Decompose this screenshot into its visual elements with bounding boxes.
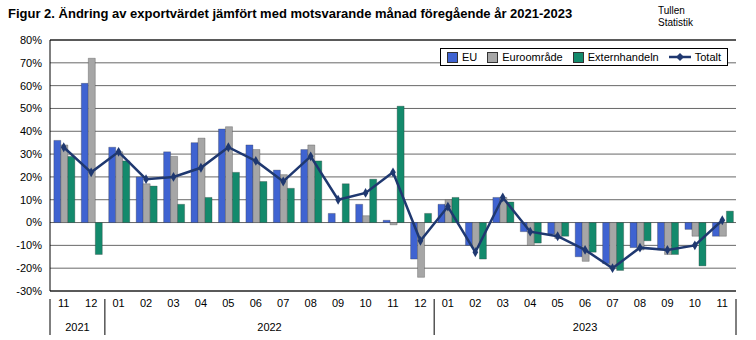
html-text:Statistik: Statistik bbox=[658, 17, 693, 28]
svg-text:04: 04 bbox=[195, 297, 207, 309]
svg-text:12: 12 bbox=[414, 297, 426, 309]
svg-text:02: 02 bbox=[140, 297, 152, 309]
svg-text:20%: 20% bbox=[20, 171, 42, 183]
svg-text:10: 10 bbox=[359, 297, 371, 309]
svg-text:50%: 50% bbox=[20, 102, 42, 114]
svg-text:08: 08 bbox=[305, 297, 317, 309]
svg-text:2023: 2023 bbox=[573, 321, 597, 333]
svg-text:2021: 2021 bbox=[65, 321, 89, 333]
svg-text:40%: 40% bbox=[20, 125, 42, 137]
svg-text:01: 01 bbox=[112, 297, 124, 309]
svg-text:09: 09 bbox=[332, 297, 344, 309]
svg-text:07: 07 bbox=[277, 297, 289, 309]
svg-text:-20%: -20% bbox=[16, 262, 42, 274]
svg-text:12: 12 bbox=[85, 297, 97, 309]
svg-text:-10%: -10% bbox=[16, 239, 42, 251]
svg-text:11: 11 bbox=[387, 297, 398, 309]
html-text:EU: EU bbox=[461, 51, 478, 63]
svg-text:11: 11 bbox=[58, 297, 69, 309]
svg-text:03: 03 bbox=[497, 297, 509, 309]
html-text:Totalt: Totalt bbox=[694, 51, 721, 63]
svg-text:09: 09 bbox=[661, 297, 673, 309]
svg-text:70%: 70% bbox=[20, 57, 42, 69]
html-text:Figur 2. Ändring av exportvärd: Figur 2. Ändring av exportvärdet jämfört… bbox=[8, 6, 573, 21]
svg-text:2022: 2022 bbox=[257, 321, 281, 333]
svg-text:01: 01 bbox=[442, 297, 454, 309]
svg-text:-30%: -30% bbox=[16, 285, 42, 297]
svg-text:03: 03 bbox=[167, 297, 179, 309]
svg-text:06: 06 bbox=[579, 297, 591, 309]
html-text:Tullen: Tullen bbox=[658, 5, 685, 16]
svg-text:10%: 10% bbox=[20, 194, 42, 206]
svg-text:02: 02 bbox=[469, 297, 481, 309]
svg-text:80%: 80% bbox=[20, 34, 42, 46]
svg-text:05: 05 bbox=[552, 297, 564, 309]
svg-text:07: 07 bbox=[606, 297, 618, 309]
svg-text:0%: 0% bbox=[26, 216, 42, 228]
svg-text:04: 04 bbox=[524, 297, 536, 309]
svg-text:10: 10 bbox=[689, 297, 701, 309]
svg-text:30%: 30% bbox=[20, 148, 42, 160]
svg-text:06: 06 bbox=[250, 297, 262, 309]
svg-text:11: 11 bbox=[717, 297, 728, 309]
svg-text:05: 05 bbox=[222, 297, 234, 309]
html-text:Externhandeln: Externhandeln bbox=[587, 51, 659, 63]
svg-text:08: 08 bbox=[634, 297, 646, 309]
svg-text:60%: 60% bbox=[20, 80, 42, 92]
html-text:Euroområde: Euroområde bbox=[502, 51, 563, 63]
